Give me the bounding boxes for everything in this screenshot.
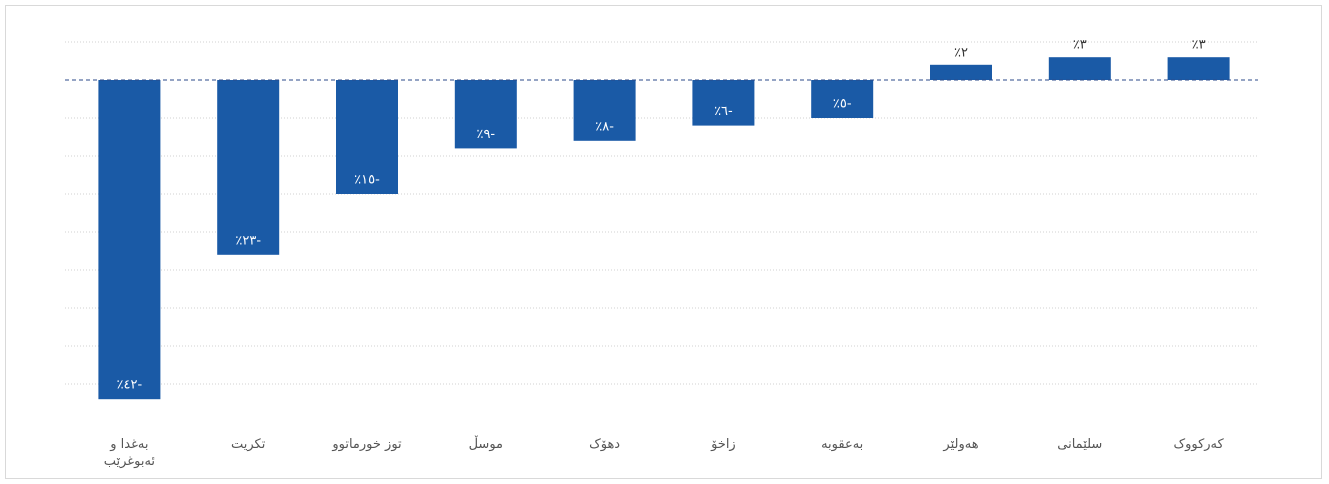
x-tick-label: دهۆک [589,437,621,452]
value-label: ٪٨- [595,119,614,134]
value-label: ٪٢٣- [235,233,261,248]
value-label: ٪٦- [714,104,733,119]
value-label: ٪٩- [476,127,495,142]
bar [217,80,280,255]
bar [454,80,517,149]
x-tick-label: هەولێر [943,437,979,452]
x-tick-label: بەعقوبە [821,437,864,452]
x-tick-label: سلێمانی [1057,437,1103,452]
value-label: ٪١٥- [354,173,380,188]
x-tick-label: زاخۆ [711,437,736,452]
bar [1048,57,1111,80]
x-tick-label: موسڵ [468,437,503,452]
bar [692,80,755,126]
x-tick-label: تکریت [231,437,266,452]
bar [98,80,161,400]
x-tick-label: بەغدا و ئەبوغرێب [103,437,156,469]
value-label: ٪٥- [833,97,852,112]
chart-frame [5,5,1322,479]
value-label: ٪٣ [1073,38,1087,53]
bar [336,80,398,194]
bar [1167,57,1230,80]
value-label: ٪٤٢- [117,378,143,393]
x-tick-label: توز خورماتوو [332,437,402,452]
bar [811,80,874,118]
bar [930,64,992,80]
value-label: ٪٢ [954,45,968,60]
bar [573,80,636,141]
x-tick-label: کەرکووک [1173,437,1224,452]
value-label: ٪٣ [1192,38,1206,53]
